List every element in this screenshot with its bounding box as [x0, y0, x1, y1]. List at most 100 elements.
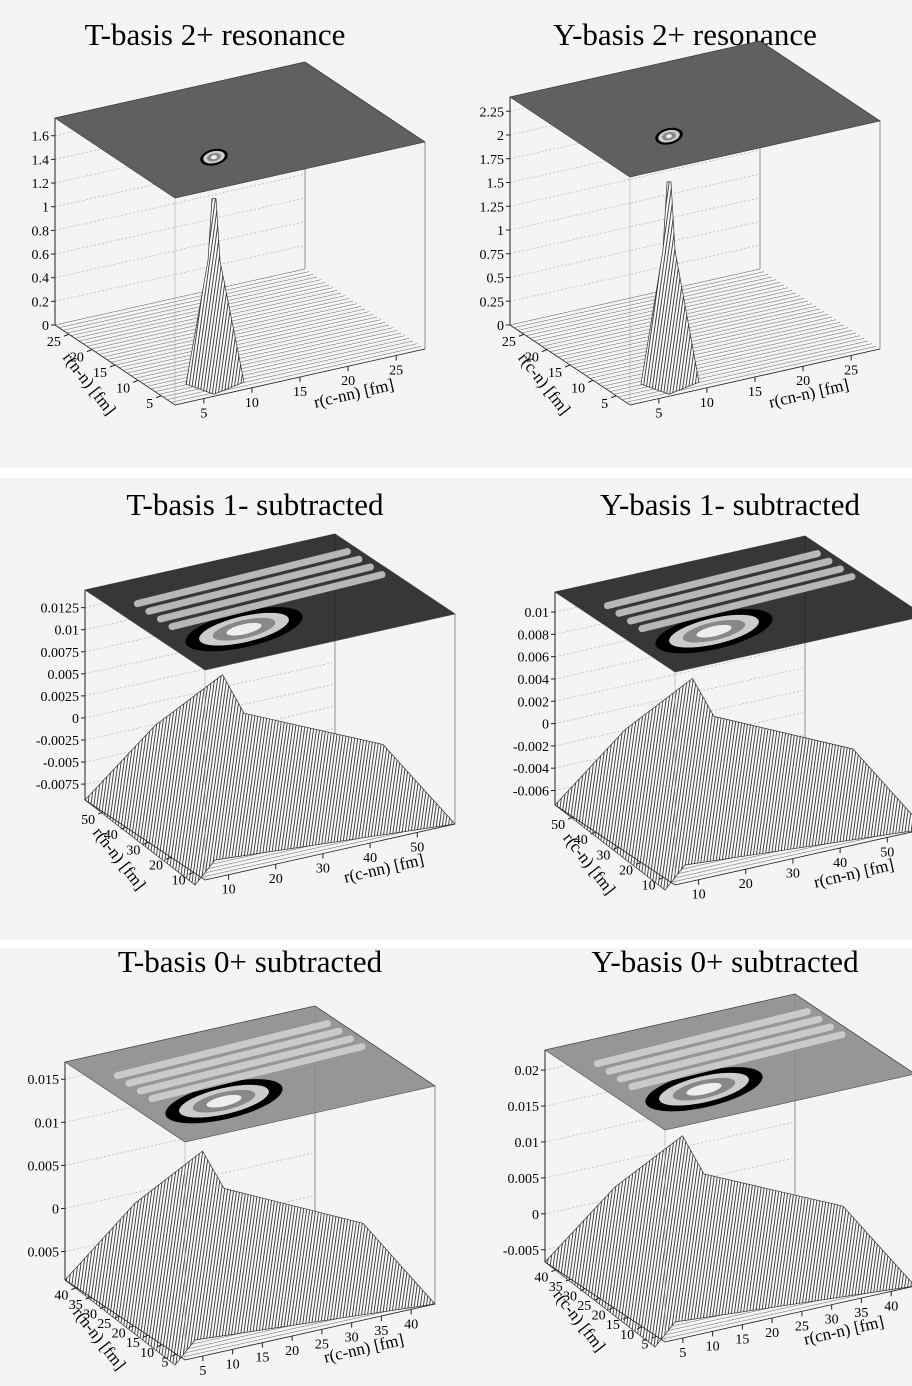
z-tick-label: 1.2 — [32, 177, 50, 192]
surface-mesh — [134, 322, 386, 379]
tick-mark — [622, 1316, 629, 1320]
y-tick-label: 15 — [126, 1336, 140, 1351]
tick-mark — [587, 379, 594, 383]
contour — [615, 557, 833, 617]
z-tick-label: 0.008 — [518, 628, 550, 643]
surface-mesh — [122, 314, 374, 371]
x-tick-label: 10 — [245, 396, 259, 411]
z-tick-label: 0 — [497, 319, 504, 334]
z-tick-label: 1 — [497, 224, 504, 239]
tick-mark — [636, 1326, 643, 1330]
surface-mesh — [517, 274, 769, 331]
x-tick-label: 25 — [795, 1319, 809, 1334]
tick-mark — [610, 395, 617, 399]
y-tick-label: 25 — [502, 335, 516, 350]
z-tick-label: 0.25 — [480, 295, 505, 310]
tick-mark — [155, 395, 162, 399]
contour — [211, 155, 217, 160]
surface — [554, 677, 912, 891]
y-tick-label: 5 — [641, 1337, 648, 1352]
surface-mesh — [118, 311, 370, 368]
x-tick-label: 5 — [200, 407, 207, 422]
contour — [628, 1031, 846, 1091]
surface-mesh — [54, 268, 306, 326]
z-tick-label: -0.002 — [513, 740, 549, 755]
surface-mesh — [513, 271, 765, 328]
y-tick-label: 25 — [577, 1299, 591, 1314]
z-tick-label: 2.25 — [480, 105, 505, 120]
y-tick-label: 30 — [83, 1308, 97, 1323]
surface-mesh — [573, 311, 825, 368]
y-tick-label: 15 — [606, 1318, 620, 1333]
z-tick-label: 0.5 — [487, 272, 505, 287]
tick-mark — [114, 1315, 120, 1319]
grid-line — [509, 149, 761, 207]
y-tick-label: 50 — [81, 813, 95, 828]
contour — [133, 548, 351, 608]
x-tick-label: 10 — [706, 1339, 720, 1354]
y-tick-label: 20 — [525, 351, 539, 366]
tick-mark — [165, 856, 172, 860]
y-tick-label: 20 — [592, 1309, 606, 1324]
x-tick-label: 10 — [226, 1357, 240, 1372]
y-tick-label: 35 — [549, 1280, 563, 1295]
x-tick-label: 50 — [410, 840, 424, 855]
z-tick-label: 0.005 — [28, 1246, 60, 1261]
grid-line — [54, 174, 306, 231]
surface — [544, 1135, 912, 1348]
y-tick-label: 20 — [149, 858, 163, 873]
z-tick-label: 0.0075 — [41, 646, 80, 661]
tick-mark — [567, 816, 574, 820]
chart-title: T-basis 0+ subtracted — [118, 944, 383, 979]
x-tick-label: 40 — [884, 1299, 898, 1314]
y-tick-label: 5 — [601, 397, 608, 412]
x-tick-label: 50 — [880, 845, 894, 860]
tick-mark — [518, 333, 525, 337]
tick-mark — [188, 871, 194, 875]
y-tick-label: 20 — [70, 351, 84, 366]
surface-mesh — [130, 319, 382, 376]
z-tick-label: 0.01 — [55, 624, 80, 639]
x-tick-label: 20 — [739, 877, 753, 892]
y-tick-label: 30 — [126, 843, 140, 858]
y-tick-label: 20 — [619, 863, 633, 878]
contour — [605, 1015, 823, 1075]
surface — [185, 198, 245, 395]
surface — [64, 1150, 436, 1366]
x-tick-label: 30 — [786, 867, 800, 882]
y-tick-label: 40 — [54, 1289, 68, 1304]
x-tick-label: 15 — [293, 385, 307, 400]
panel: Y-basis 1- subtracted -0.006 -0.004 -0.002 0… — [513, 487, 912, 903]
z-tick-label: 0.015 — [28, 1073, 60, 1088]
y-tick-label: 40 — [574, 833, 588, 848]
z-tick-label: -0.0025 — [36, 734, 79, 749]
surface-mesh — [62, 274, 314, 331]
surface-mesh — [585, 319, 837, 376]
z-tick-label: 0 — [542, 718, 549, 733]
y-tick-label: 40 — [534, 1271, 548, 1286]
chart-title: Y-basis 0+ subtracted — [591, 944, 859, 979]
x-tick-label: 25 — [389, 363, 403, 378]
grid-line — [554, 644, 806, 702]
x-tick-label: 40 — [404, 1317, 418, 1332]
z-tick-label: 0.004 — [518, 673, 550, 688]
x-tick-label: 25 — [315, 1337, 329, 1352]
tick-mark — [85, 1296, 91, 1300]
tick-mark — [128, 1325, 134, 1329]
y-tick-label: 20 — [112, 1327, 126, 1342]
tick-mark — [143, 841, 149, 845]
x-tick-label: 30 — [316, 862, 330, 877]
contour — [626, 565, 844, 625]
surface-mesh — [597, 327, 849, 384]
z-tick-label: 0.02 — [515, 1064, 540, 1079]
x-tick-label: 10 — [700, 396, 714, 411]
chart-title: T-basis 1- subtracted — [126, 487, 384, 522]
x-tick-label: 20 — [765, 1326, 779, 1341]
tick-mark — [613, 846, 619, 850]
z-tick-label: 0.2 — [32, 295, 50, 310]
z-tick-label: 2 — [497, 129, 504, 144]
tick-mark — [71, 1287, 77, 1291]
z-tick-label: 0 — [72, 712, 79, 727]
y-tick-label: 10 — [620, 1328, 634, 1343]
x-tick-label: 30 — [825, 1313, 839, 1328]
